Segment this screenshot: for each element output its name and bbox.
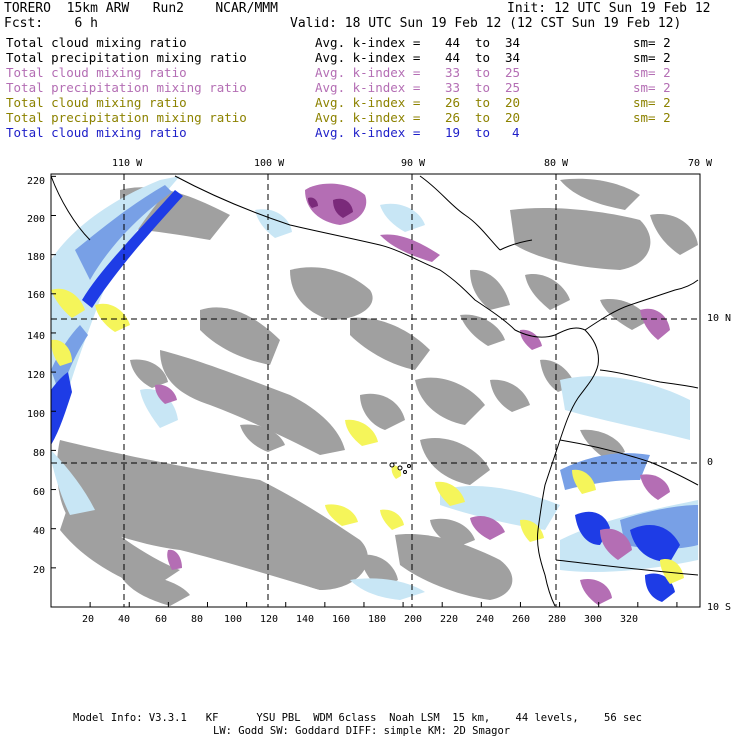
lon-label: 90 W bbox=[401, 158, 426, 169]
init-time: Init: 12 UTC Sun 19 Feb 12 bbox=[507, 1, 711, 16]
legend-smooth: sm= 2 bbox=[633, 35, 671, 50]
coastlines bbox=[51, 175, 699, 607]
legend-to-word: to bbox=[475, 125, 491, 140]
x-tick-label: 100 bbox=[224, 614, 243, 625]
y-tick-label: 100 bbox=[27, 409, 46, 420]
physics-info: LW: Godd SW: Goddard DIFF: simple KM: 2D… bbox=[213, 725, 511, 737]
legend-smooth: sm= 2 bbox=[633, 50, 671, 65]
x-tick-label: 180 bbox=[368, 614, 387, 625]
lon-label: 110 W bbox=[112, 158, 143, 169]
legend-from: 26 bbox=[445, 95, 461, 110]
y-tick-label: 20 bbox=[33, 565, 46, 576]
legend-field: Total cloud mixing ratio bbox=[6, 125, 187, 140]
legend-field: Total precipitation mixing ratio bbox=[6, 110, 247, 125]
valid-time: Valid: 18 UTC Sun 19 Feb 12 (12 CST Sun … bbox=[290, 16, 682, 31]
legend-smooth: sm= 2 bbox=[633, 95, 671, 110]
x-tick-label: 20 bbox=[82, 614, 95, 625]
map-frame bbox=[50, 173, 701, 608]
light-blue-cloud-fields bbox=[51, 176, 698, 600]
legend-smooth: sm= 2 bbox=[633, 110, 671, 125]
legend-smooth: sm= 2 bbox=[633, 80, 671, 95]
legend-to: 4 bbox=[512, 125, 520, 140]
dark-purple-cores bbox=[308, 197, 353, 218]
legend-from: 26 bbox=[445, 110, 461, 125]
y-tick-label: 120 bbox=[27, 370, 46, 381]
legend-index-label: Avg. k-index = bbox=[315, 95, 421, 110]
legend-from: 44 bbox=[445, 50, 461, 65]
x-tick-label: 300 bbox=[584, 614, 603, 625]
legend-from: 44 bbox=[445, 35, 461, 50]
legend-to-word: to bbox=[475, 35, 491, 50]
legend-field: Total precipitation mixing ratio bbox=[6, 80, 247, 95]
dark-blue-cloud-fields bbox=[51, 190, 680, 602]
y-tick-label: 40 bbox=[33, 526, 46, 537]
legend-smooth: sm= 2 bbox=[633, 65, 671, 80]
lat-label: 0 bbox=[707, 457, 714, 468]
legend-field: Total cloud mixing ratio bbox=[6, 95, 187, 110]
lat-lon-grid bbox=[51, 174, 700, 607]
x-tick-label: 80 bbox=[191, 614, 204, 625]
legend-index-label: Avg. k-index = bbox=[315, 35, 421, 50]
legend-to-word: to bbox=[475, 80, 491, 95]
x-tick-label: 40 bbox=[118, 614, 131, 625]
x-tick-label: 120 bbox=[260, 614, 279, 625]
y-tick-label: 160 bbox=[27, 290, 46, 301]
legend-to: 34 bbox=[505, 35, 521, 50]
x-tick-label: 280 bbox=[548, 614, 567, 625]
galapagos-islands bbox=[389, 462, 411, 474]
legend-field: Total cloud mixing ratio bbox=[6, 35, 187, 50]
legend-index-label: Avg. k-index = bbox=[315, 65, 421, 80]
legend-index-label: Avg. k-index = bbox=[315, 80, 421, 95]
y-tick-label: 140 bbox=[27, 331, 46, 342]
legend-to-word: to bbox=[475, 95, 491, 110]
y-tick-label: 180 bbox=[27, 252, 46, 263]
lat-label: 10 N bbox=[707, 313, 732, 324]
legend-to: 25 bbox=[505, 80, 521, 95]
x-tick-label: 260 bbox=[512, 614, 531, 625]
model-info: Model Info: V3.3.1 KF YSU PBL WDM 6class… bbox=[73, 712, 642, 724]
forecast-hour: Fcst: 6 h bbox=[4, 16, 98, 31]
x-tick-label: 200 bbox=[404, 614, 423, 625]
lon-label: 80 W bbox=[544, 158, 569, 169]
x-tick-label: 160 bbox=[332, 614, 351, 625]
y-tick-label: 220 bbox=[27, 176, 46, 187]
legend-to-word: to bbox=[475, 110, 491, 125]
purple-cloud-fields bbox=[155, 183, 670, 605]
x-tick-label: 60 bbox=[155, 614, 168, 625]
legend-field: Total precipitation mixing ratio bbox=[6, 50, 247, 65]
x-tick-label: 320 bbox=[620, 614, 639, 625]
x-tick-label: 240 bbox=[476, 614, 495, 625]
x-tick-label: 220 bbox=[440, 614, 459, 625]
legend-to: 20 bbox=[505, 95, 521, 110]
legend-index-label: Avg. k-index = bbox=[315, 125, 421, 140]
field-layer bbox=[51, 175, 699, 607]
legend-index-label: Avg. k-index = bbox=[315, 50, 421, 65]
legend-to: 25 bbox=[505, 65, 521, 80]
lon-label: 100 W bbox=[254, 158, 285, 169]
legend-to-word: to bbox=[475, 65, 491, 80]
legend-to: 20 bbox=[505, 110, 521, 125]
legend-from: 33 bbox=[445, 65, 461, 80]
model-title: TORERO 15km ARW Run2 NCAR/MMM bbox=[4, 1, 278, 16]
lon-label: 70 W bbox=[688, 158, 713, 169]
axis-ticks bbox=[51, 175, 678, 607]
legend-from: 19 bbox=[445, 125, 461, 140]
legend-index-label: Avg. k-index = bbox=[315, 110, 421, 125]
gray-cloud-fields bbox=[57, 178, 698, 606]
y-tick-label: 200 bbox=[27, 214, 46, 225]
legend-to: 34 bbox=[505, 50, 521, 65]
y-tick-label: 80 bbox=[33, 448, 46, 459]
y-tick-label: 60 bbox=[33, 487, 46, 498]
legend-from: 33 bbox=[445, 80, 461, 95]
lat-label: 10 S bbox=[707, 602, 732, 613]
legend-to-word: to bbox=[475, 50, 491, 65]
x-tick-label: 140 bbox=[296, 614, 315, 625]
legend-field: Total cloud mixing ratio bbox=[6, 65, 187, 80]
